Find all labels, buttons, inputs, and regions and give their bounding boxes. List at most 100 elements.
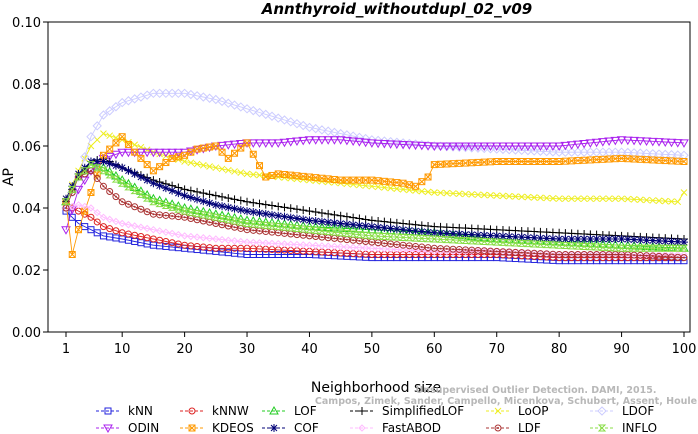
data-point-cof — [411, 226, 420, 235]
data-point-kdeos — [424, 173, 432, 181]
data-point-inflo — [567, 242, 576, 250]
data-point-inflo — [648, 244, 657, 252]
data-point-simplifiedlof — [317, 208, 326, 217]
data-point-fastabod — [149, 225, 158, 234]
data-point-inflo — [205, 212, 214, 220]
data-point-odin — [554, 142, 565, 152]
data-point-loop — [424, 188, 432, 196]
data-point-kdeos — [249, 150, 257, 158]
data-point-inflo — [261, 221, 270, 229]
data-point-ldof — [229, 100, 240, 110]
data-point-odin — [298, 136, 309, 146]
data-point-kdeos — [124, 140, 132, 148]
data-point-loop — [474, 191, 482, 199]
data-point-inflo — [661, 244, 670, 252]
data-point-fastabod — [212, 235, 220, 243]
data-point-odin — [104, 152, 115, 162]
data-point-odin — [635, 137, 646, 146]
legend-marker-fastabod — [358, 424, 366, 432]
data-point-fastabod — [349, 243, 357, 252]
data-point-inflo — [523, 240, 533, 248]
data-point-ldof — [629, 148, 639, 158]
plot-frame — [47, 21, 691, 333]
data-point-loop — [131, 141, 139, 149]
x-tick-label: 1 — [62, 342, 70, 357]
data-point-ldof — [198, 92, 209, 102]
data-point-knnw — [99, 223, 107, 231]
series-cof — [62, 157, 688, 247]
data-point-loop — [618, 195, 625, 203]
legend-marker-kdeos — [188, 424, 196, 432]
data-point-fastabod — [449, 247, 457, 256]
data-point-fastabod — [374, 244, 382, 253]
data-point-loop — [512, 193, 519, 200]
data-point-simplifiedlof — [311, 208, 320, 217]
y-tick-label: 0.08 — [12, 78, 41, 93]
data-point-loop — [199, 161, 207, 169]
data-point-inflo — [68, 185, 77, 193]
data-point-cof — [449, 229, 458, 238]
data-point-simplifiedlof — [261, 200, 270, 209]
data-point-ldof — [167, 88, 177, 99]
data-point-kdeos — [131, 148, 139, 156]
data-point-fastabod — [174, 230, 183, 239]
data-point-kdeos — [231, 149, 239, 157]
legend-marker-odin — [103, 424, 113, 434]
data-point-simplifiedlof — [224, 194, 233, 203]
data-point-odin — [285, 138, 296, 147]
series-line-inflo — [65, 164, 684, 249]
data-point-inflo — [74, 173, 83, 181]
data-point-loop — [537, 194, 544, 202]
data-point-odin — [679, 139, 689, 148]
x-tick-label: 40 — [301, 342, 318, 357]
data-point-loop — [480, 191, 488, 199]
data-point-inflo — [554, 241, 564, 249]
data-point-loop — [587, 195, 594, 203]
series-inflo — [61, 161, 689, 252]
data-point-inflo — [442, 236, 451, 244]
data-point-ldof — [641, 148, 652, 159]
data-point-inflo — [142, 194, 152, 202]
data-point-odin — [323, 136, 334, 145]
data-point-cof — [424, 228, 433, 237]
data-point-fastabod — [230, 237, 239, 245]
data-point-inflo — [498, 238, 508, 246]
data-point-odin — [491, 142, 502, 152]
data-point-inflo — [611, 244, 620, 252]
data-point-ldof — [192, 91, 202, 101]
x-tick-label: 60 — [426, 342, 443, 357]
data-point-loop — [231, 168, 238, 175]
data-point-ldof — [516, 145, 527, 156]
legend-label-cof: COF — [294, 421, 319, 434]
data-point-ldof — [154, 88, 165, 99]
data-point-cof — [261, 209, 270, 218]
data-point-odin — [416, 141, 427, 151]
data-point-odin — [342, 136, 352, 146]
data-point-inflo — [80, 167, 89, 175]
data-point-inflo — [629, 244, 639, 252]
data-point-cof — [249, 208, 258, 217]
data-point-loop — [668, 198, 675, 205]
x-tick-label: 50 — [364, 342, 381, 357]
data-point-fastabod — [293, 240, 301, 249]
credit-line-2: Campos, Zimek, Sander, Campello, Micenko… — [315, 396, 697, 407]
data-point-cof — [642, 236, 651, 245]
data-point-loop — [524, 193, 532, 201]
legend-label-simplifiedlof: SimplifiedLOF — [382, 404, 464, 418]
data-point-inflo — [211, 213, 221, 221]
data-point-inflo — [673, 244, 682, 252]
data-point-inflo — [280, 223, 289, 231]
data-point-cof — [548, 234, 557, 243]
data-point-cof — [505, 232, 514, 241]
data-point-odin — [429, 142, 440, 152]
data-point-ldf — [680, 254, 688, 262]
data-point-fastabod — [143, 224, 151, 233]
data-point-inflo — [473, 237, 483, 245]
data-point-inflo — [492, 238, 501, 246]
data-point-ldof — [211, 94, 221, 105]
data-point-kdeos — [156, 163, 164, 171]
data-point-simplifiedlof — [218, 192, 227, 201]
data-point-kdeos — [418, 178, 426, 186]
data-point-loop — [455, 190, 463, 198]
